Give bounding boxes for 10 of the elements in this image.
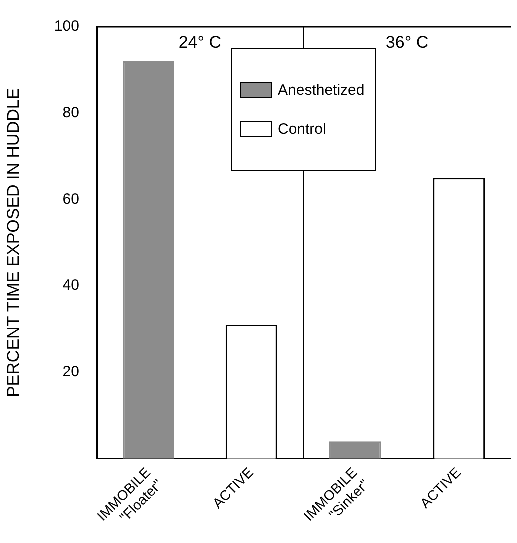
chart-title: 36° C [386,33,429,52]
legend-label: Anesthetized [278,82,365,98]
y-tick-label: 60 [62,190,80,208]
y-tick-label: 100 [54,18,80,36]
y-tick-label: 20 [62,364,80,381]
y-tick-label: 80 [62,104,80,122]
chart-title: 24° C [178,33,222,52]
y-axis-title: PERCENT TIME EXPOSED IN HUDDLE [4,88,23,398]
y-tick-label: 40 [62,277,80,294]
legend: Anesthetized Control [231,48,376,171]
